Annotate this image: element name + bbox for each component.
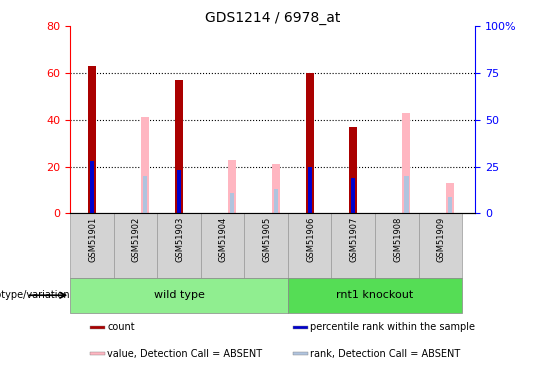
Text: GSM51905: GSM51905: [262, 217, 272, 262]
FancyBboxPatch shape: [332, 213, 375, 278]
Bar: [349, 127, 357, 213]
Bar: [143, 176, 147, 213]
Text: wild type: wild type: [154, 290, 205, 300]
Text: rank, Detection Call = ABSENT: rank, Detection Call = ABSENT: [310, 349, 460, 359]
FancyBboxPatch shape: [157, 213, 201, 278]
Text: GSM51909: GSM51909: [437, 217, 445, 262]
Bar: [228, 160, 236, 213]
Bar: [306, 73, 314, 213]
FancyBboxPatch shape: [201, 213, 245, 278]
FancyBboxPatch shape: [288, 213, 332, 278]
Bar: [91, 352, 105, 356]
Bar: [175, 80, 183, 213]
Bar: [272, 164, 280, 213]
Text: value, Detection Call = ABSENT: value, Detection Call = ABSENT: [107, 349, 262, 359]
Text: percentile rank within the sample: percentile rank within the sample: [310, 322, 475, 332]
FancyBboxPatch shape: [245, 213, 288, 278]
Bar: [351, 178, 355, 213]
FancyBboxPatch shape: [70, 278, 288, 313]
FancyBboxPatch shape: [70, 213, 114, 278]
Text: GSM51906: GSM51906: [306, 217, 315, 262]
Bar: [91, 326, 105, 329]
Bar: [90, 161, 94, 213]
FancyBboxPatch shape: [418, 213, 462, 278]
Bar: [308, 166, 312, 213]
Text: count: count: [107, 322, 135, 332]
Bar: [293, 352, 308, 356]
Text: GSM51903: GSM51903: [176, 217, 185, 262]
Text: rnt1 knockout: rnt1 knockout: [336, 290, 414, 300]
Text: GSM51907: GSM51907: [349, 217, 359, 262]
Text: GSM51901: GSM51901: [89, 217, 97, 262]
Bar: [230, 193, 234, 213]
Bar: [448, 196, 452, 213]
Text: GSM51908: GSM51908: [393, 217, 402, 262]
FancyBboxPatch shape: [114, 213, 157, 278]
Bar: [88, 66, 96, 213]
Title: GDS1214 / 6978_at: GDS1214 / 6978_at: [205, 11, 340, 25]
Bar: [274, 189, 278, 213]
Text: GSM51902: GSM51902: [132, 217, 141, 262]
FancyBboxPatch shape: [375, 213, 418, 278]
Text: GSM51904: GSM51904: [219, 217, 228, 262]
Bar: [177, 170, 181, 213]
Bar: [446, 183, 454, 213]
Bar: [402, 113, 410, 213]
Text: genotype/variation: genotype/variation: [0, 290, 70, 300]
Bar: [141, 117, 149, 213]
Bar: [293, 326, 308, 329]
Bar: [404, 176, 409, 213]
FancyBboxPatch shape: [288, 278, 462, 313]
